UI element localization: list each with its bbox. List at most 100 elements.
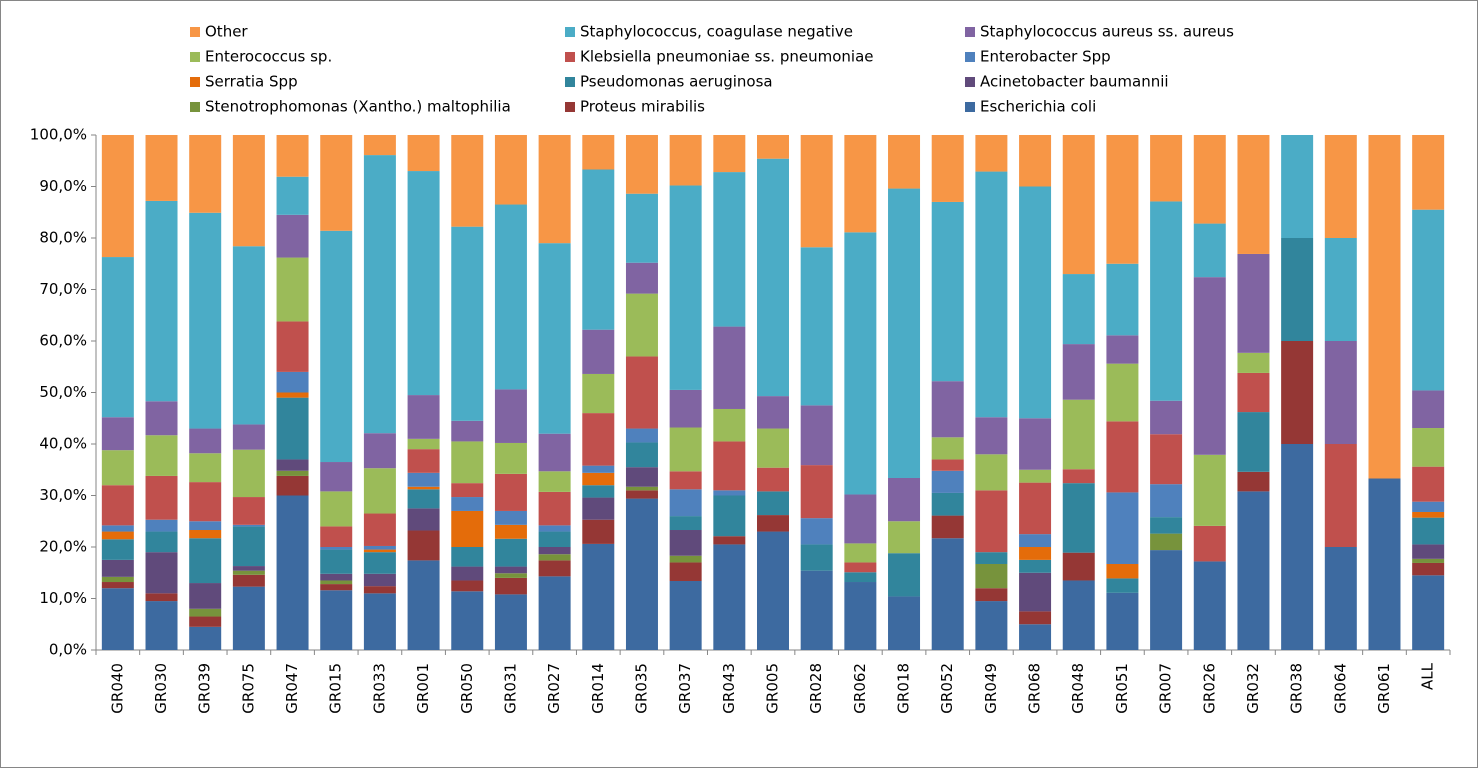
- bar-segment: [582, 472, 615, 486]
- bar-segment: [1412, 390, 1445, 429]
- legend-swatch: [565, 77, 575, 87]
- x-tick-label: GR048: [1069, 663, 1087, 714]
- bar-segment: [1019, 624, 1052, 650]
- bar-segment: [582, 373, 615, 414]
- legend-label: Acinetobacter baumannii: [980, 73, 1169, 91]
- bar-segment: [232, 574, 265, 587]
- bar-segment: [276, 470, 309, 476]
- bar-segment: [451, 497, 484, 511]
- legend-swatch: [190, 27, 200, 37]
- bar-segment: [625, 293, 658, 357]
- x-tick-label: GR030: [152, 663, 170, 714]
- bar-segment: [494, 538, 527, 567]
- bar-segment: [1412, 575, 1445, 650]
- bar-segment: [713, 544, 746, 650]
- bar-segment: [669, 471, 702, 490]
- bar-segment: [1281, 135, 1314, 238]
- x-tick-label: GR047: [283, 663, 301, 714]
- bar-segment: [669, 555, 702, 563]
- bar-segment: [931, 515, 964, 539]
- legend-label: Escherichia coli: [980, 98, 1096, 116]
- bar-segment: [800, 465, 833, 519]
- bar-segment: [582, 485, 615, 498]
- x-tick-label: GR064: [1331, 663, 1349, 714]
- bar-segment: [189, 608, 222, 617]
- bar-segment: [538, 576, 571, 650]
- bar-segment: [1412, 562, 1445, 576]
- bar-segment: [1062, 399, 1095, 470]
- bar-segment: [1324, 135, 1357, 238]
- x-tick-label: GR049: [982, 663, 1000, 714]
- bar-segment: [276, 257, 309, 322]
- bar-segment: [451, 566, 484, 581]
- bar-segment: [1106, 263, 1139, 336]
- bar-segment: [713, 536, 746, 545]
- bar-segment: [407, 486, 440, 490]
- bar-segment: [975, 588, 1008, 602]
- bar-segment: [625, 490, 658, 499]
- x-tick-label: GR050: [458, 663, 476, 714]
- bar-segment: [1324, 444, 1357, 547]
- legend-label: Other: [205, 23, 248, 41]
- bar-segment: [800, 247, 833, 406]
- x-tick-label: GR051: [1113, 663, 1131, 714]
- bar-segment: [451, 580, 484, 592]
- bar-segment: [232, 586, 265, 650]
- bar-segment: [320, 526, 353, 547]
- x-tick-label: GR061: [1375, 663, 1393, 714]
- bar-segment: [538, 554, 571, 561]
- bar-segment: [101, 559, 134, 577]
- bar-segment: [582, 519, 615, 544]
- bar-segment: [669, 135, 702, 186]
- bar-segment: [145, 552, 178, 594]
- bar-segment: [713, 490, 746, 496]
- bar-segment: [1324, 341, 1357, 444]
- bar-segment: [1019, 611, 1052, 625]
- bar-segment: [582, 497, 615, 520]
- bar-segment: [1193, 277, 1226, 455]
- bar-segment: [145, 593, 178, 602]
- bar-segment: [232, 135, 265, 247]
- bar-segment: [1019, 469, 1052, 483]
- bar-segment: [407, 472, 440, 487]
- y-tick-label: 70,0%: [39, 280, 87, 298]
- x-tick-label: GR052: [938, 663, 956, 714]
- bar-segment: [320, 580, 353, 585]
- x-tick-label: GR015: [327, 663, 345, 714]
- bar-segment: [1019, 418, 1052, 470]
- bar-segment: [145, 601, 178, 650]
- bar-segment: [582, 465, 615, 473]
- bar-segment: [669, 562, 702, 581]
- bar-segment: [494, 389, 527, 443]
- bar-segment: [669, 427, 702, 472]
- bar-segment: [1062, 469, 1095, 484]
- x-tick-label: GR068: [1026, 663, 1044, 714]
- bar-segment: [1150, 201, 1183, 401]
- y-tick-label: 0,0%: [49, 641, 87, 659]
- bar-segment: [276, 397, 309, 460]
- bar-segment: [101, 417, 134, 451]
- bar-segment: [189, 626, 222, 650]
- y-tick-label: 20,0%: [39, 538, 87, 556]
- bar-segment: [494, 135, 527, 205]
- bar-segment: [757, 515, 789, 532]
- bar-segment: [1106, 578, 1139, 593]
- bar-segment: [451, 135, 484, 227]
- bar-segment: [145, 435, 178, 476]
- bar-segment: [625, 442, 658, 468]
- bar-segment: [538, 491, 571, 526]
- bar-segment: [844, 582, 877, 650]
- bar-segment: [407, 449, 440, 473]
- bar-segment: [276, 392, 309, 398]
- bar-segment: [538, 243, 571, 434]
- bar-segment: [101, 531, 134, 540]
- bar-segment: [931, 538, 964, 650]
- legend-swatch: [965, 77, 975, 87]
- bar-segment: [1062, 483, 1095, 553]
- bar-segment: [1106, 135, 1139, 264]
- bar-segment: [407, 171, 440, 396]
- bar-segment: [363, 552, 396, 574]
- bar-segment: [669, 580, 702, 650]
- bar-segment: [451, 226, 484, 421]
- bar-segment: [407, 438, 440, 450]
